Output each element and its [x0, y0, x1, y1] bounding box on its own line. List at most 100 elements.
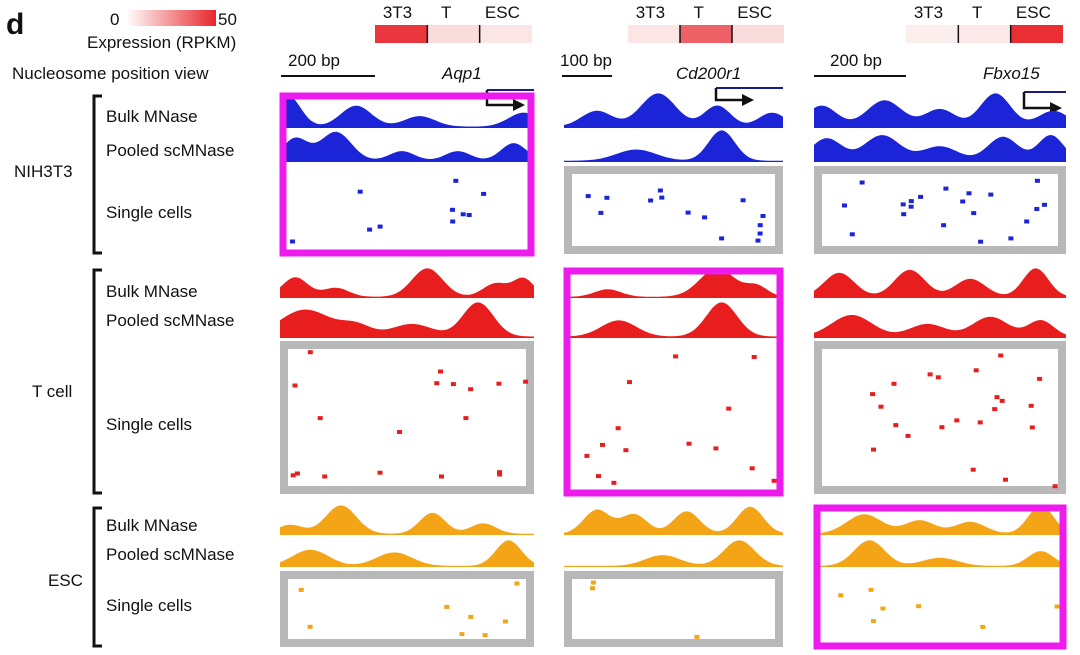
gene-name-aqp1: Aqp1 — [441, 64, 482, 83]
cell-type-labels: NIH3T3 T cell ESC — [14, 94, 102, 648]
single-cell-read — [367, 227, 373, 232]
single-cell-read — [694, 634, 700, 639]
single-cell-read — [357, 189, 363, 194]
single-cell-read — [870, 392, 876, 397]
single-cell-read — [726, 406, 732, 411]
cell-type-nih3t3: NIH3T3 — [14, 162, 73, 181]
scale-label-cd200r1: 100 bp — [560, 51, 612, 70]
expression-cell-fbxo15-3t3 — [906, 25, 959, 43]
legend-title: Expression (RPKM) — [87, 33, 236, 52]
single-cell-read — [878, 404, 884, 409]
bulk-track-esc-fbxo15 — [814, 505, 1066, 535]
single-cell-read — [481, 191, 487, 196]
pooled-track-nih3t3-fbxo15 — [814, 135, 1066, 162]
single-cell-frame-t-cell-fbxo15 — [814, 341, 1066, 494]
single-cell-read — [307, 624, 313, 629]
pooled-track-nih3t3-cd200r1 — [564, 130, 783, 162]
single-cell-read — [450, 219, 456, 224]
legend-gradient-bar — [126, 10, 216, 26]
expression-cell-aqp1-3t3 — [375, 25, 428, 43]
pooled-track-esc-fbxo15 — [814, 540, 1066, 567]
single-cell-read — [453, 178, 459, 183]
single-cell-read — [502, 619, 508, 624]
single-cell-read — [1029, 425, 1035, 430]
expression-cell-cd200r1-esc — [732, 25, 784, 43]
single-cell-read — [497, 472, 503, 477]
single-cell-read — [659, 195, 665, 200]
pooled-track-esc-aqp1 — [280, 540, 534, 567]
single-cell-read — [755, 238, 761, 243]
single-cell-read — [757, 231, 763, 236]
expression-cell-aqp1-t — [427, 25, 480, 43]
bracket-nih3t3 — [92, 94, 102, 255]
single-cell-read — [880, 606, 886, 611]
single-cell-read — [450, 207, 455, 212]
single-cell-read — [307, 350, 313, 355]
expression-legend: 0 50 Expression (RPKM) — [87, 10, 237, 52]
single-cell-read — [290, 473, 296, 478]
single-cell-read — [999, 398, 1005, 403]
single-cell-frame-nih3t3-cd200r1 — [564, 166, 783, 254]
single-cell-read — [838, 593, 844, 598]
highlight-frame-nih3t3-aqp1 — [279, 92, 535, 257]
bracket-tcell — [92, 268, 102, 495]
single-cell-read — [292, 383, 298, 388]
expression-label-fbxo15-3t3: 3T3 — [914, 3, 943, 22]
expression-label-aqp1-3t3: 3T3 — [383, 3, 412, 22]
single-cell-read — [941, 223, 947, 228]
single-cell-frame-esc-aqp1 — [280, 571, 534, 647]
row-label-bulk-tcell: Bulk MNase — [106, 282, 198, 301]
single-cell-read — [434, 381, 440, 386]
single-cell-read — [322, 474, 328, 479]
gene-headers: 200 bp Aqp1 100 bp Cd200r1 200 bp Fbxo15 — [281, 51, 1066, 114]
single-cell-read — [713, 446, 719, 451]
single-cell-read — [842, 203, 847, 208]
single-cell-read — [908, 204, 914, 209]
single-cell-frame-t-cell-aqp1 — [280, 341, 534, 494]
single-cell-read — [497, 470, 502, 475]
legend-min: 0 — [110, 10, 119, 29]
single-cell-read — [598, 210, 604, 215]
bracket-esc — [92, 506, 102, 648]
single-cell-read — [905, 433, 911, 438]
expression-label-cd200r1-esc: ESC — [737, 3, 772, 22]
single-cell-read — [514, 581, 520, 586]
single-cell-read — [377, 470, 383, 475]
expression-boxes: 3T3 T ESC 3T3 T ESC 3T3 T ESC — [375, 3, 1063, 43]
row-label-pooled-tcell: Pooled scMNase — [106, 311, 235, 330]
single-cell-read — [702, 215, 708, 220]
single-cell-read — [760, 214, 766, 218]
single-cell-read — [590, 580, 596, 585]
row-label-pooled-esc: Pooled scMNase — [106, 545, 235, 564]
tss-arrowhead-icon — [513, 99, 525, 111]
single-cell-read — [771, 478, 777, 483]
single-cell-read — [468, 387, 474, 392]
bulk-track-esc-aqp1 — [280, 505, 534, 535]
pooled-track-t-cell-fbxo15 — [814, 315, 1066, 338]
single-cell-read — [377, 224, 383, 229]
scale-label-aqp1: 200 bp — [288, 51, 340, 70]
single-cell-read — [466, 213, 472, 217]
single-cell-read — [751, 355, 757, 359]
single-cell-read — [460, 212, 466, 217]
single-cell-read — [977, 420, 983, 425]
pooled-track-nih3t3-aqp1 — [280, 131, 534, 162]
single-cell-read — [988, 192, 994, 197]
single-cell-read — [954, 418, 960, 423]
single-cell-read — [444, 604, 450, 609]
single-cell-read — [980, 624, 986, 629]
bulk-track-t-cell-cd200r1 — [564, 268, 783, 298]
single-cell-read — [317, 416, 323, 421]
expression-label-cd200r1-t: T — [694, 3, 704, 22]
single-cell-read — [978, 239, 984, 244]
single-cell-read — [900, 202, 906, 207]
expression-cell-aqp1-esc — [479, 25, 532, 43]
row-labels: Bulk MNase Pooled scMNase Single cells B… — [106, 107, 235, 615]
single-cell-read — [859, 180, 865, 185]
single-cell-read — [960, 199, 966, 204]
single-cell-read — [290, 239, 295, 244]
single-cell-read — [1052, 484, 1058, 489]
expression-cell-cd200r1-t — [680, 25, 732, 43]
single-cell-read — [973, 368, 979, 373]
pooled-track-t-cell-cd200r1 — [564, 302, 783, 338]
